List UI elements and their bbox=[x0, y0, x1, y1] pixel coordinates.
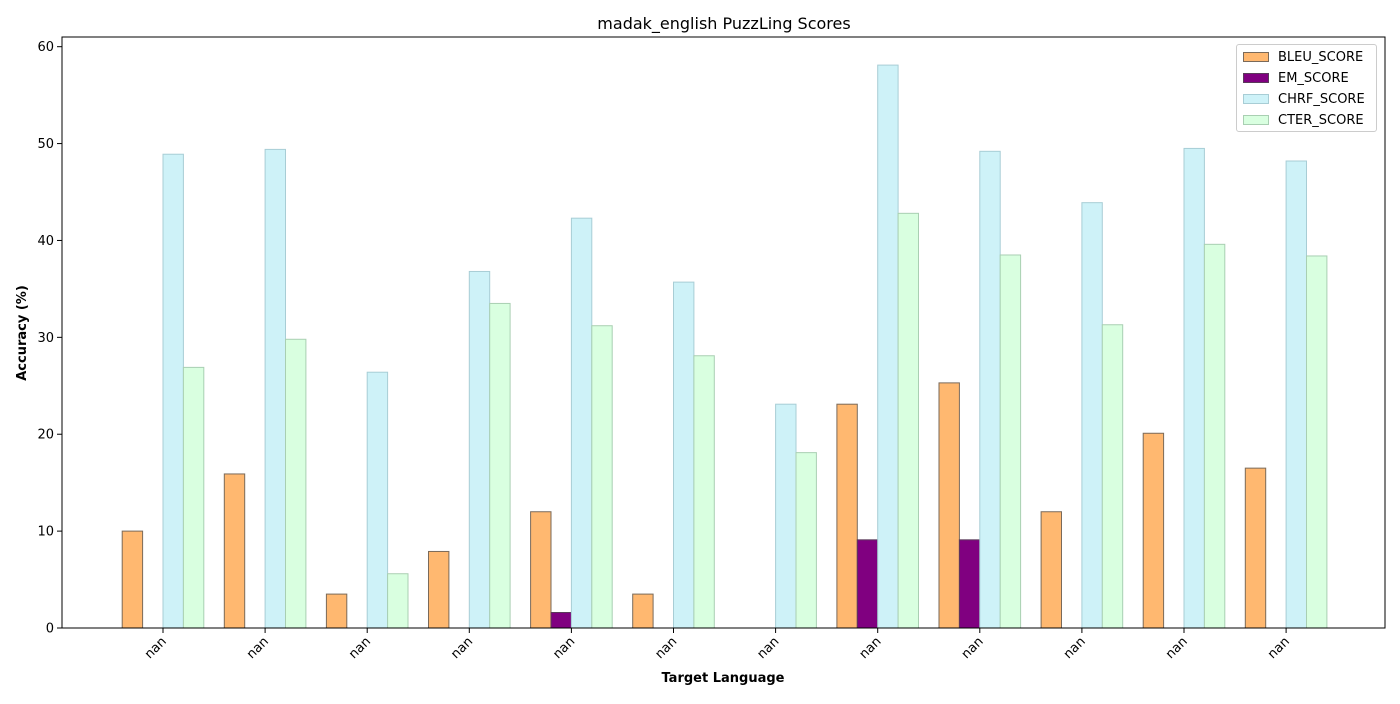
bar-bleu-score-9 bbox=[1040, 511, 1062, 629]
bar-bleu-score-4 bbox=[530, 511, 552, 629]
x-tick-label: nan bbox=[857, 634, 885, 662]
x-tick-label: nan bbox=[1061, 634, 1089, 662]
bar-cter-score-11 bbox=[1306, 255, 1328, 629]
legend-swatch-bleu bbox=[1243, 52, 1269, 62]
bar-chrf-score-3 bbox=[468, 270, 491, 629]
legend-label-chrf: CHRF_SCORE bbox=[1278, 91, 1365, 107]
bar-bleu-score-7 bbox=[836, 403, 858, 629]
y-tick-label: 40 bbox=[37, 234, 54, 249]
bar-chrf-score-5 bbox=[673, 281, 695, 629]
legend-item-chrf: CHRF_SCORE bbox=[1243, 89, 1365, 109]
bar-chrf-score-7 bbox=[877, 64, 899, 629]
bar-chrf-score-8 bbox=[979, 150, 1001, 629]
bar-cter-score-4 bbox=[591, 325, 613, 629]
x-tick-label: nan bbox=[142, 634, 170, 662]
bar-cter-score-0 bbox=[182, 366, 205, 629]
x-tick-label: nan bbox=[244, 634, 272, 662]
bar-cter-score-10 bbox=[1203, 243, 1226, 629]
x-axis: nan nan nan nan nan nan nan nan nan nan nan nan bbox=[142, 628, 1293, 662]
legend-item-bleu: BLEU_SCORE bbox=[1243, 47, 1363, 67]
legend-label-bleu: BLEU_SCORE bbox=[1278, 49, 1364, 65]
bar-bleu-score-2 bbox=[325, 593, 348, 629]
bar-bleu-score-8 bbox=[938, 382, 960, 629]
bar-chrf-score-1 bbox=[264, 148, 287, 629]
legend-item-cter: CTER_SCORE bbox=[1243, 110, 1364, 130]
bar-em-score-4 bbox=[550, 612, 572, 629]
legend-label-em: EM_SCORE bbox=[1278, 70, 1349, 86]
x-tick-label: nan bbox=[755, 634, 783, 662]
bar-bleu-score-0 bbox=[121, 530, 144, 629]
bar-cter-score-2 bbox=[387, 573, 409, 629]
x-tick-label: nan bbox=[652, 634, 680, 662]
legend-item-em: EM_SCORE bbox=[1243, 68, 1349, 88]
bars-layer bbox=[121, 64, 1328, 629]
bar-chrf-score-0 bbox=[162, 153, 184, 629]
x-tick-label: nan bbox=[1265, 634, 1293, 662]
x-tick-label: nan bbox=[1163, 634, 1191, 662]
bar-em-score-7 bbox=[856, 539, 879, 629]
y-tick-label: 30 bbox=[37, 331, 54, 346]
x-tick-label: nan bbox=[550, 634, 578, 662]
y-axis-label: Accuracy (%) bbox=[15, 285, 30, 381]
y-tick-label: 10 bbox=[37, 525, 54, 540]
bar-chrf-score-4 bbox=[570, 217, 593, 629]
bar-cter-score-9 bbox=[1101, 324, 1124, 629]
x-tick-label: nan bbox=[959, 634, 987, 662]
bar-cter-score-3 bbox=[489, 302, 511, 629]
y-tick-label: 50 bbox=[37, 137, 54, 152]
bar-cter-score-7 bbox=[897, 212, 919, 629]
y-axis: 0 10 20 30 40 50 60 bbox=[37, 40, 62, 637]
chart-title: madak_english PuzzLing Scores bbox=[597, 14, 850, 34]
x-tick-label: nan bbox=[346, 634, 374, 662]
bar-chrf-score-11 bbox=[1285, 160, 1307, 629]
bar-cter-score-8 bbox=[999, 254, 1022, 629]
bar-em-score-8 bbox=[958, 539, 981, 629]
bar-cter-score-5 bbox=[693, 355, 715, 629]
bar-bleu-score-5 bbox=[632, 593, 654, 629]
x-tick-label: nan bbox=[448, 634, 476, 662]
bar-cter-score-1 bbox=[285, 338, 307, 629]
y-tick-label: 60 bbox=[37, 40, 54, 55]
bar-chrf-score-6 bbox=[775, 403, 797, 629]
bar-chrf-score-9 bbox=[1081, 202, 1103, 629]
bar-cter-score-6 bbox=[795, 452, 817, 629]
legend-swatch-chrf bbox=[1243, 94, 1269, 104]
x-axis-label: Target Language bbox=[661, 671, 784, 686]
y-tick-label: 20 bbox=[37, 428, 54, 443]
legend-swatch-em bbox=[1243, 73, 1269, 83]
legend-label-cter: CTER_SCORE bbox=[1278, 112, 1364, 128]
y-tick-label: 0 bbox=[46, 622, 54, 637]
bar-bleu-score-11 bbox=[1244, 467, 1267, 629]
legend: BLEU_SCORE EM_SCORE CHRF_SCORE CTER_SCOR… bbox=[1236, 44, 1377, 132]
bar-bleu-score-3 bbox=[428, 550, 450, 629]
plot-frame bbox=[61, 36, 1386, 629]
bar-bleu-score-1 bbox=[223, 473, 246, 629]
bar-bleu-score-10 bbox=[1142, 432, 1165, 629]
bar-chrf-score-2 bbox=[366, 371, 389, 629]
bar-chrf-score-10 bbox=[1183, 147, 1205, 629]
legend-swatch-cter bbox=[1243, 115, 1269, 125]
